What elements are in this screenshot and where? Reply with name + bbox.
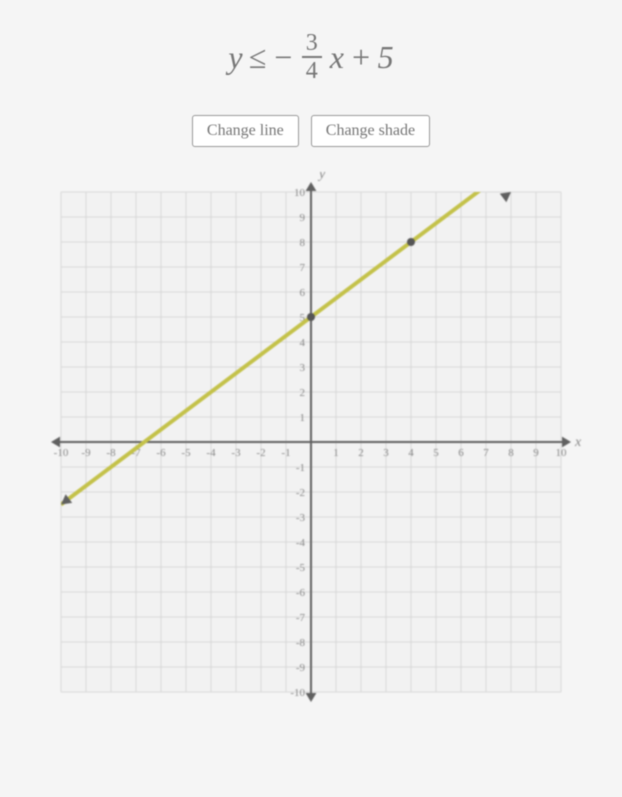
y-tick-label: -2	[296, 487, 305, 499]
x-axis-label: x	[574, 435, 581, 450]
x-tick-label: -4	[206, 447, 216, 459]
x-tick-label: -8	[106, 447, 116, 459]
x-tick-label: -5	[181, 447, 191, 459]
y-tick-label: 10	[294, 187, 306, 199]
y-tick-label: -3	[296, 512, 306, 524]
y-tick-label: 2	[300, 387, 306, 399]
y-tick-label: 6	[300, 287, 306, 299]
change-shade-button[interactable]: Change shade	[311, 115, 430, 147]
x-tick-label: -3	[231, 447, 241, 459]
x-tick-label: -10	[54, 447, 69, 459]
y-tick-label: 3	[300, 362, 306, 374]
y-tick-label: -6	[296, 587, 306, 599]
x-tick-label: 5	[433, 447, 439, 459]
coordinate-graph: -10 -9 -8 -7 -6 -5 -4 -3 -2 -1 1 2 3 4 5 6 7 8 9 10 -10 -9 -8 -…	[41, 172, 581, 717]
x-tick-label: 1	[333, 447, 339, 459]
inequality-equation: y ≤ − 3 4 x + 5	[228, 30, 393, 85]
fraction-denominator: 4	[302, 58, 322, 84]
y-tick-label: -5	[296, 562, 306, 574]
x-tick-label: -2	[256, 447, 265, 459]
y-tick-label: -7	[296, 612, 306, 624]
y-tick-label: -4	[296, 537, 306, 549]
x-tick-label: -9	[81, 447, 91, 459]
fraction: 3 4	[302, 30, 322, 85]
x-tick-label: 10	[556, 447, 568, 459]
y-axis-label: y	[317, 172, 326, 182]
plotted-point	[307, 313, 315, 321]
x-tick-label: 7	[483, 447, 489, 459]
y-tick-label: 4	[300, 337, 306, 349]
y-tick-label: -8	[296, 637, 306, 649]
x-tick-label: 9	[533, 447, 539, 459]
y-tick-label: -10	[290, 687, 305, 699]
x-tick-label: 2	[358, 447, 364, 459]
x-tick-label: 4	[408, 447, 414, 459]
y-tick-label: 9	[300, 212, 306, 224]
y-tick-label: 8	[300, 237, 306, 249]
fraction-numerator: 3	[302, 30, 322, 58]
x-tick-label: -1	[281, 447, 290, 459]
x-tick-label: -6	[156, 447, 166, 459]
constant: 5	[378, 39, 394, 76]
button-row: Change line Change shade	[192, 115, 430, 147]
y-tick-label: 1	[300, 412, 306, 424]
change-line-button[interactable]: Change line	[192, 115, 299, 147]
relation-symbol: ≤	[249, 39, 267, 76]
x-tick-label: 6	[458, 447, 464, 459]
lhs-variable: y	[228, 39, 242, 76]
y-tick-label: -9	[296, 662, 306, 674]
plus-sign: +	[350, 39, 372, 76]
x-tick-label: 3	[383, 447, 389, 459]
x-tick-label: 8	[508, 447, 514, 459]
chart-svg: -10 -9 -8 -7 -6 -5 -4 -3 -2 -1 1 2 3 4 5 6 7 8 9 10 -10 -9 -8 -…	[41, 172, 581, 712]
plotted-point	[407, 238, 415, 246]
y-tick-label: -1	[296, 462, 305, 474]
negative-sign: −	[272, 39, 294, 76]
y-tick-label: 7	[300, 262, 306, 274]
rhs-variable: x	[330, 39, 344, 76]
